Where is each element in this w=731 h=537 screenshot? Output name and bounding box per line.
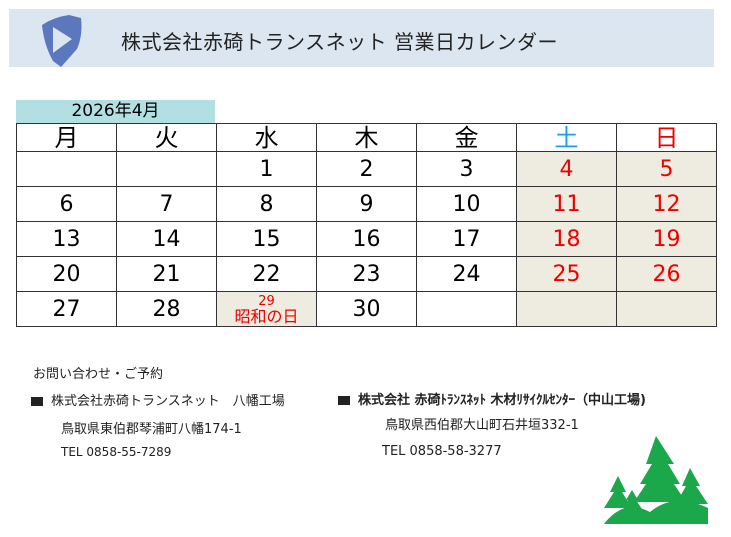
- day-cell: 25: [516, 256, 617, 292]
- day-cell: 26: [616, 256, 717, 292]
- day-cell: 30: [316, 291, 417, 327]
- right-facility-name: 株式会社 赤碕ﾄﾗﾝｽﾈｯﾄ 木材ﾘｻｲｸﾙｾﾝﾀｰ（中山工場): [338, 389, 646, 408]
- company-logo-icon: [42, 15, 82, 67]
- day-cell: 19: [616, 221, 717, 257]
- weekday-sun: 日: [616, 123, 717, 152]
- page-title: 株式会社赤碕トランスネット 営業日カレンダー: [121, 30, 558, 54]
- day-cell: 28: [116, 291, 217, 327]
- day-cell: 24: [416, 256, 517, 292]
- day-cell: 5: [616, 151, 717, 187]
- weekday-wed: 水: [216, 123, 317, 152]
- right-tel: TEL 0858-58-3277: [382, 444, 502, 459]
- week-row: 6 7 8 9 10 11 12: [16, 186, 717, 222]
- holiday-day: 29: [258, 294, 275, 309]
- weekday-thu: 木: [316, 123, 417, 152]
- day-cell: 7: [116, 186, 217, 222]
- day-cell: 22: [216, 256, 317, 292]
- calendar-grid: 月 火 水 木 金 土 日 1 2 3 4 5 6 7 8 9 10 11 12 13 14 15 16 17 1…: [16, 123, 717, 327]
- left-tel: TEL 0858-55-7289: [61, 445, 172, 459]
- holiday-cell: 29 昭和の日: [216, 291, 317, 327]
- weekday-mon: 月: [16, 123, 117, 152]
- day-cell: 12: [616, 186, 717, 222]
- day-cell: 4: [516, 151, 617, 187]
- week-row: 20 21 22 23 24 25 26: [16, 256, 717, 292]
- weekday-sat: 土: [516, 123, 617, 152]
- factory-icon: [338, 396, 350, 405]
- day-cell: 6: [16, 186, 117, 222]
- left-facility-label: 株式会社赤碕トランスネット 八幡工場: [51, 394, 285, 409]
- day-cell: 18: [516, 221, 617, 257]
- week-row: 13 14 15 16 17 18 19: [16, 221, 717, 257]
- week-row: 27 28 29 昭和の日 30: [16, 291, 717, 327]
- forest-trees-icon: [604, 436, 708, 524]
- empty-cell: [516, 291, 617, 327]
- day-cell: 15: [216, 221, 317, 257]
- holiday-name: 昭和の日: [234, 307, 299, 326]
- weekday-fri: 金: [416, 123, 517, 152]
- right-facility-label: 株式会社 赤碕ﾄﾗﾝｽﾈｯﾄ 木材ﾘｻｲｸﾙｾﾝﾀｰ（中山工場): [358, 393, 646, 408]
- empty-cell: [416, 291, 517, 327]
- header-banner: 株式会社赤碕トランスネット 営業日カレンダー: [9, 9, 714, 67]
- day-cell: 23: [316, 256, 417, 292]
- weekday-tue: 火: [116, 123, 217, 152]
- day-cell: 17: [416, 221, 517, 257]
- empty-cell: [116, 151, 217, 187]
- weekday-header-row: 月 火 水 木 金 土 日: [16, 123, 717, 152]
- empty-cell: [16, 151, 117, 187]
- day-cell: 16: [316, 221, 417, 257]
- day-cell: 14: [116, 221, 217, 257]
- day-cell: 1: [216, 151, 317, 187]
- right-address: 鳥取県西伯郡大山町石井垣332-1: [385, 418, 579, 433]
- day-cell: 9: [316, 186, 417, 222]
- day-cell: 8: [216, 186, 317, 222]
- day-cell: 3: [416, 151, 517, 187]
- factory-icon: [31, 397, 43, 406]
- day-cell: 27: [16, 291, 117, 327]
- left-facility-name: 株式会社赤碕トランスネット 八幡工場: [31, 390, 285, 409]
- day-cell: 11: [516, 186, 617, 222]
- day-cell: 2: [316, 151, 417, 187]
- month-label: 2026年4月: [16, 100, 215, 123]
- day-cell: 10: [416, 186, 517, 222]
- day-cell: 21: [116, 256, 217, 292]
- empty-cell: [616, 291, 717, 327]
- contact-heading: お問い合わせ・ご予約: [33, 367, 164, 382]
- day-cell: 13: [16, 221, 117, 257]
- day-cell: 20: [16, 256, 117, 292]
- left-address: 鳥取県東伯郡琴浦町八幡174-1: [61, 422, 242, 437]
